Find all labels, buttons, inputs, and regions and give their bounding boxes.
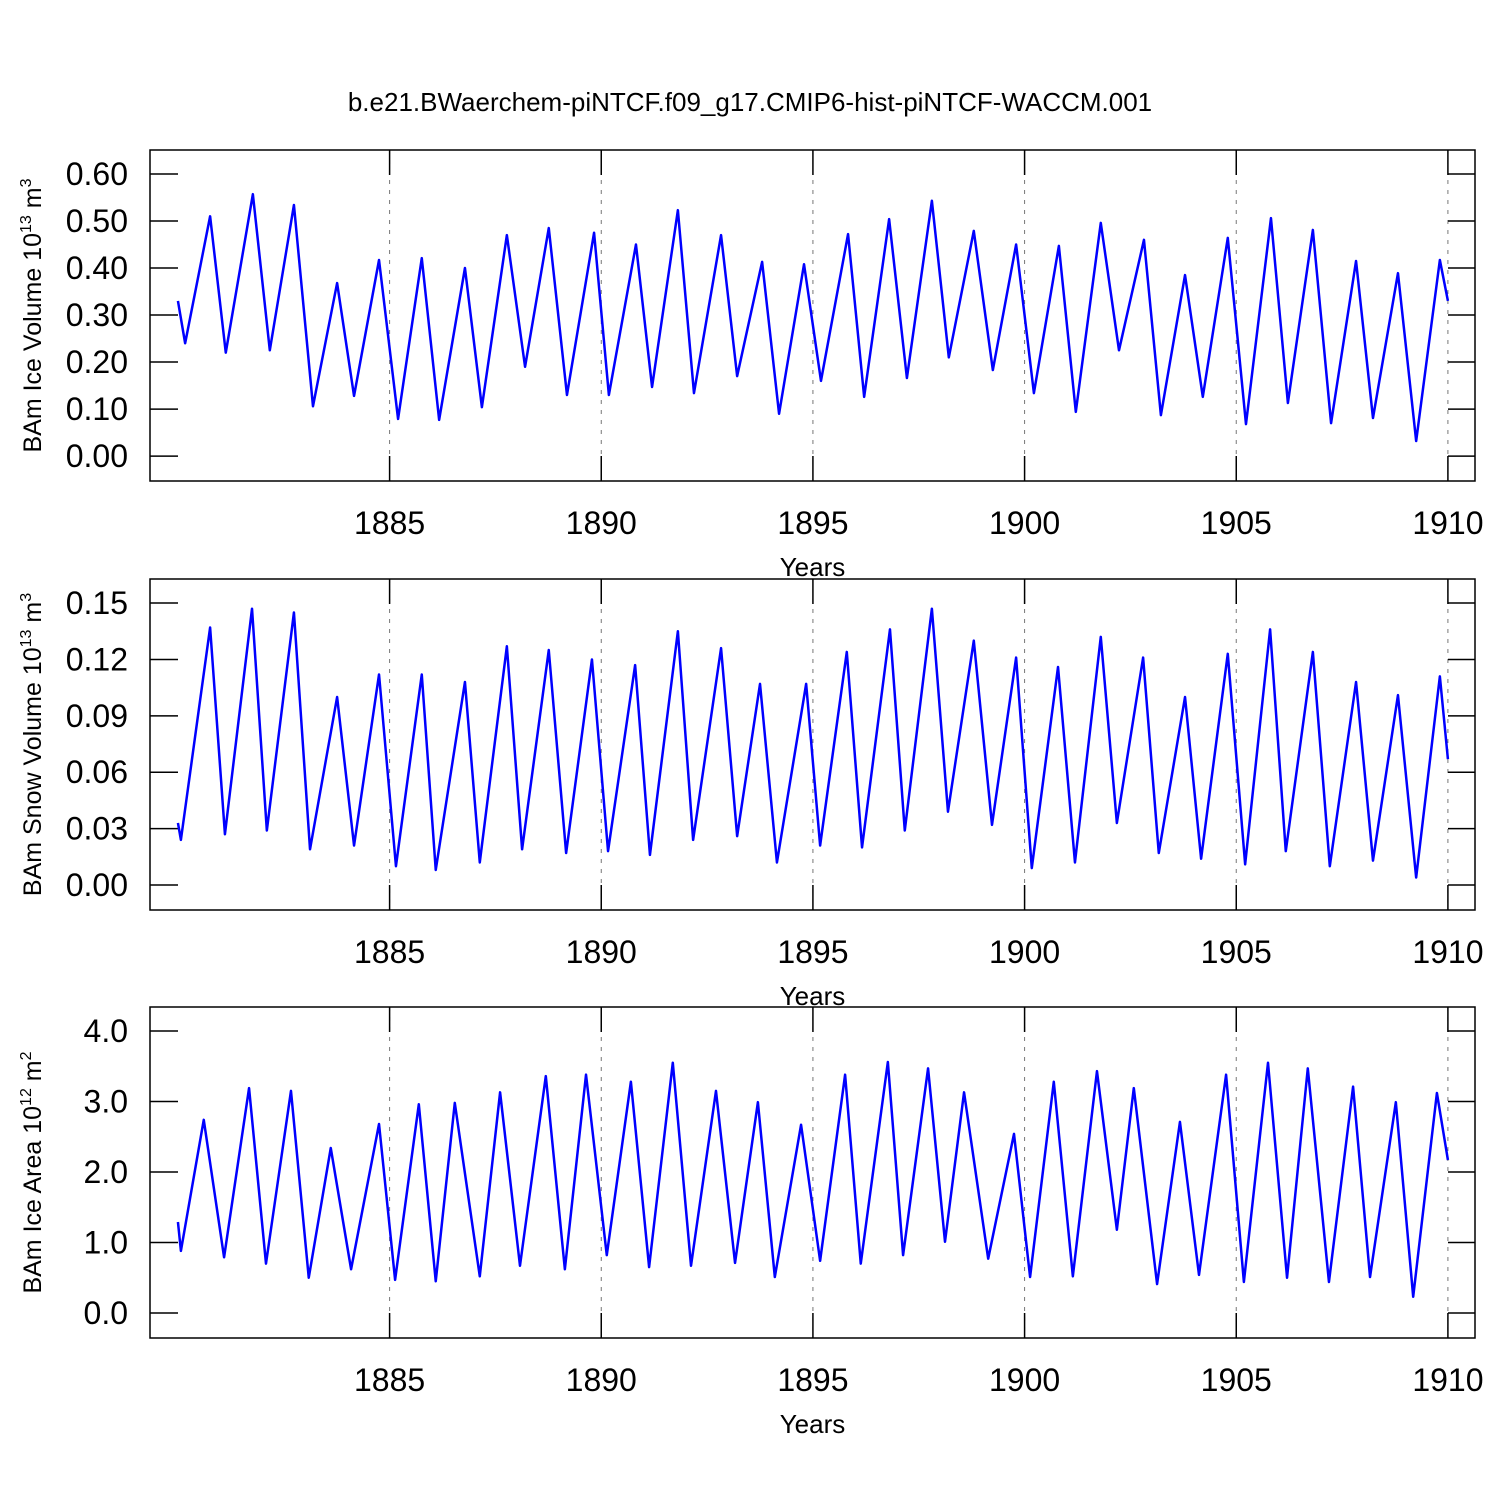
x-tick-label: 1895 — [777, 505, 848, 541]
y-axis-label-part: m — [19, 1060, 47, 1088]
x-tick-label: 1910 — [1412, 1362, 1483, 1398]
y-tick-label: 0.10 — [66, 391, 128, 427]
x-tick-label: 1890 — [566, 1362, 637, 1398]
x-tick-label: 1895 — [777, 934, 848, 970]
y-axis-label: BAm Ice Volume 1013 m3 — [18, 178, 47, 452]
x-tick-label: 1895 — [777, 1362, 848, 1398]
y-axis-label-part: BAm Ice Volume 10 — [19, 233, 47, 453]
x-tick-label: 1885 — [354, 1362, 425, 1398]
y-axis-label-exponent: 2 — [18, 1051, 35, 1060]
x-tick-label: 1905 — [1201, 1362, 1272, 1398]
y-axis-label-exponent: 13 — [18, 215, 35, 233]
x-tick-label: 1885 — [354, 505, 425, 541]
y-tick-label: 0.40 — [66, 250, 128, 286]
y-axis-label-exponent: 12 — [18, 1088, 35, 1106]
x-axis-label: Years — [780, 1409, 846, 1439]
y-tick-label: 0.03 — [66, 811, 128, 847]
y-axis-label-exponent: 3 — [18, 178, 35, 187]
plot-frame — [149, 578, 1476, 911]
x-tick-label: 1910 — [1412, 505, 1483, 541]
x-tick-label: 1905 — [1201, 934, 1272, 970]
y-tick-label: 3.0 — [84, 1083, 128, 1119]
y-tick-label: 0.15 — [66, 585, 128, 621]
plot-frame — [149, 149, 1476, 482]
figure-title: b.e21.BWaerchem-piNTCF.f09_g17.CMIP6-his… — [348, 87, 1152, 117]
x-tick-label: 1900 — [989, 934, 1060, 970]
y-tick-label: 0.00 — [66, 867, 128, 903]
x-axis-label: Years — [780, 981, 846, 1011]
x-tick-label: 1900 — [989, 505, 1060, 541]
y-tick-label: 0.50 — [66, 203, 128, 239]
y-tick-label: 0.60 — [66, 156, 128, 192]
y-tick-label: 0.20 — [66, 344, 128, 380]
y-axis-label-part: BAm Ice Area 10 — [19, 1106, 47, 1294]
y-axis-label-part: BAm Snow Volume 10 — [19, 647, 47, 896]
x-tick-label: 1910 — [1412, 934, 1483, 970]
y-tick-label: 0.30 — [66, 297, 128, 333]
data-line — [176, 192, 1450, 443]
y-tick-label: 0.09 — [66, 698, 128, 734]
y-axis-label-exponent: 3 — [18, 593, 35, 602]
x-tick-label: 1900 — [989, 1362, 1060, 1398]
y-tick-label: 0.06 — [66, 754, 128, 790]
y-tick-label: 0.12 — [66, 641, 128, 677]
y-tick-label: 4.0 — [84, 1013, 128, 1049]
y-axis-label: BAm Ice Area 1012 m2 — [18, 1051, 47, 1293]
x-tick-label: 1890 — [566, 934, 637, 970]
x-axis-label: Years — [780, 552, 846, 582]
y-tick-label: 2.0 — [84, 1154, 128, 1190]
x-tick-label: 1890 — [566, 505, 637, 541]
x-tick-label: 1885 — [354, 934, 425, 970]
y-tick-label: 0.0 — [84, 1295, 128, 1331]
x-tick-label: 1905 — [1201, 505, 1272, 541]
y-axis-label-part: m — [19, 187, 47, 215]
data-line — [176, 607, 1450, 879]
plot-frame — [149, 1006, 1476, 1339]
y-tick-label: 1.0 — [84, 1224, 128, 1260]
data-line — [176, 1060, 1450, 1299]
y-tick-label: 0.00 — [66, 438, 128, 474]
y-axis-label-part: m — [19, 602, 47, 630]
y-axis-label: BAm Snow Volume 1013 m3 — [18, 593, 47, 896]
y-axis-label-exponent: 13 — [18, 629, 35, 647]
